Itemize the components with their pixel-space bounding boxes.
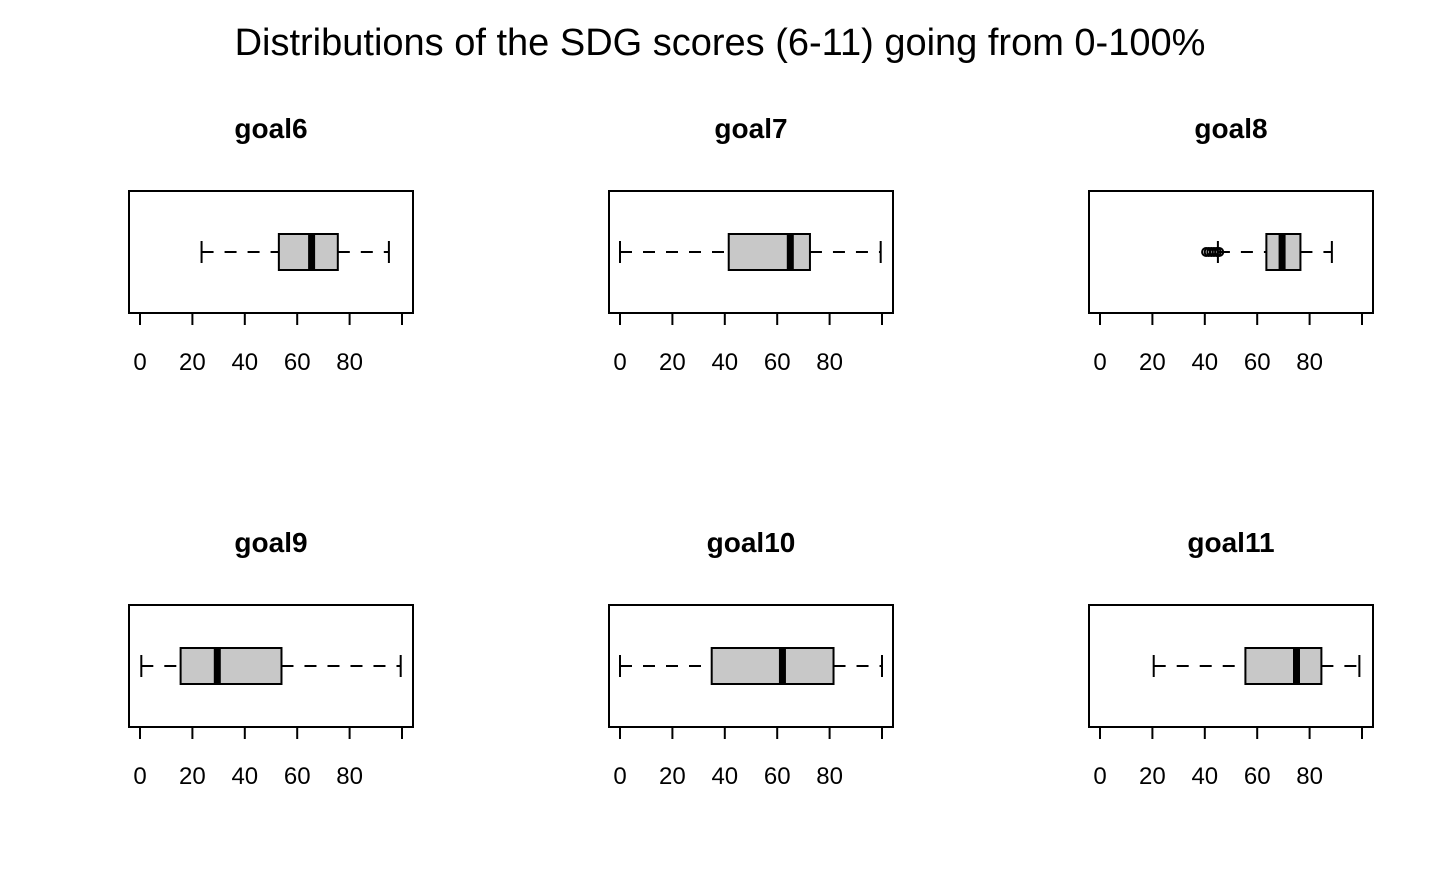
goal11-tick-label: 60 bbox=[1244, 763, 1271, 790]
goal6-tick-label: 60 bbox=[284, 349, 311, 376]
goal7-title: goal7 bbox=[714, 113, 787, 144]
goal11-tick-label: 40 bbox=[1191, 763, 1218, 790]
goal10-tick-label: 60 bbox=[764, 763, 791, 790]
goal9-tick-label: 80 bbox=[336, 763, 363, 790]
goal7-tick-label: 60 bbox=[764, 349, 791, 376]
goal10-tick-label: 40 bbox=[711, 763, 738, 790]
goal7-tick-label: 80 bbox=[816, 349, 843, 376]
goal6-tick-label: 40 bbox=[231, 349, 258, 376]
main-title: Distributions of the SDG scores (6-11) g… bbox=[234, 22, 1206, 64]
goal8-tick-label: 80 bbox=[1296, 349, 1323, 376]
goal10-tick-label: 20 bbox=[659, 763, 686, 790]
goal11-box bbox=[1244, 647, 1323, 685]
goal10-title: goal10 bbox=[707, 527, 796, 558]
goal9-tick-label: 20 bbox=[179, 763, 206, 790]
goal8-tick-label: 20 bbox=[1139, 349, 1166, 376]
goal9-title: goal9 bbox=[234, 527, 307, 558]
goal6-title: goal6 bbox=[234, 113, 307, 144]
goal8-tick-label: 60 bbox=[1244, 349, 1271, 376]
goal7-tick-label: 20 bbox=[659, 349, 686, 376]
goal8-outlier bbox=[1214, 247, 1225, 257]
goal11-tick-label: 80 bbox=[1296, 763, 1323, 790]
goal7-box bbox=[727, 233, 811, 271]
goal6-tick-label: 20 bbox=[179, 349, 206, 376]
goal6-tick-label: 80 bbox=[336, 349, 363, 376]
goal11-tick-label: 0 bbox=[1093, 763, 1106, 790]
goal7-tick-label: 0 bbox=[613, 349, 626, 376]
goal10-tick-label: 0 bbox=[613, 763, 626, 790]
goal11-title: goal11 bbox=[1187, 527, 1274, 558]
goal10-tick-label: 80 bbox=[816, 763, 843, 790]
goal9-tick-label: 40 bbox=[231, 763, 258, 790]
goal9-tick-label: 0 bbox=[133, 763, 146, 790]
goal7-tick-label: 40 bbox=[711, 349, 738, 376]
goal8-tick-label: 40 bbox=[1191, 349, 1218, 376]
goal9-box bbox=[179, 647, 283, 685]
goal8-title: goal8 bbox=[1194, 113, 1267, 144]
goal9-tick-label: 60 bbox=[284, 763, 311, 790]
goal11-tick-label: 20 bbox=[1139, 763, 1166, 790]
goal8-tick-label: 0 bbox=[1093, 349, 1106, 376]
goal6-tick-label: 0 bbox=[133, 349, 146, 376]
goal10-box bbox=[710, 647, 835, 685]
